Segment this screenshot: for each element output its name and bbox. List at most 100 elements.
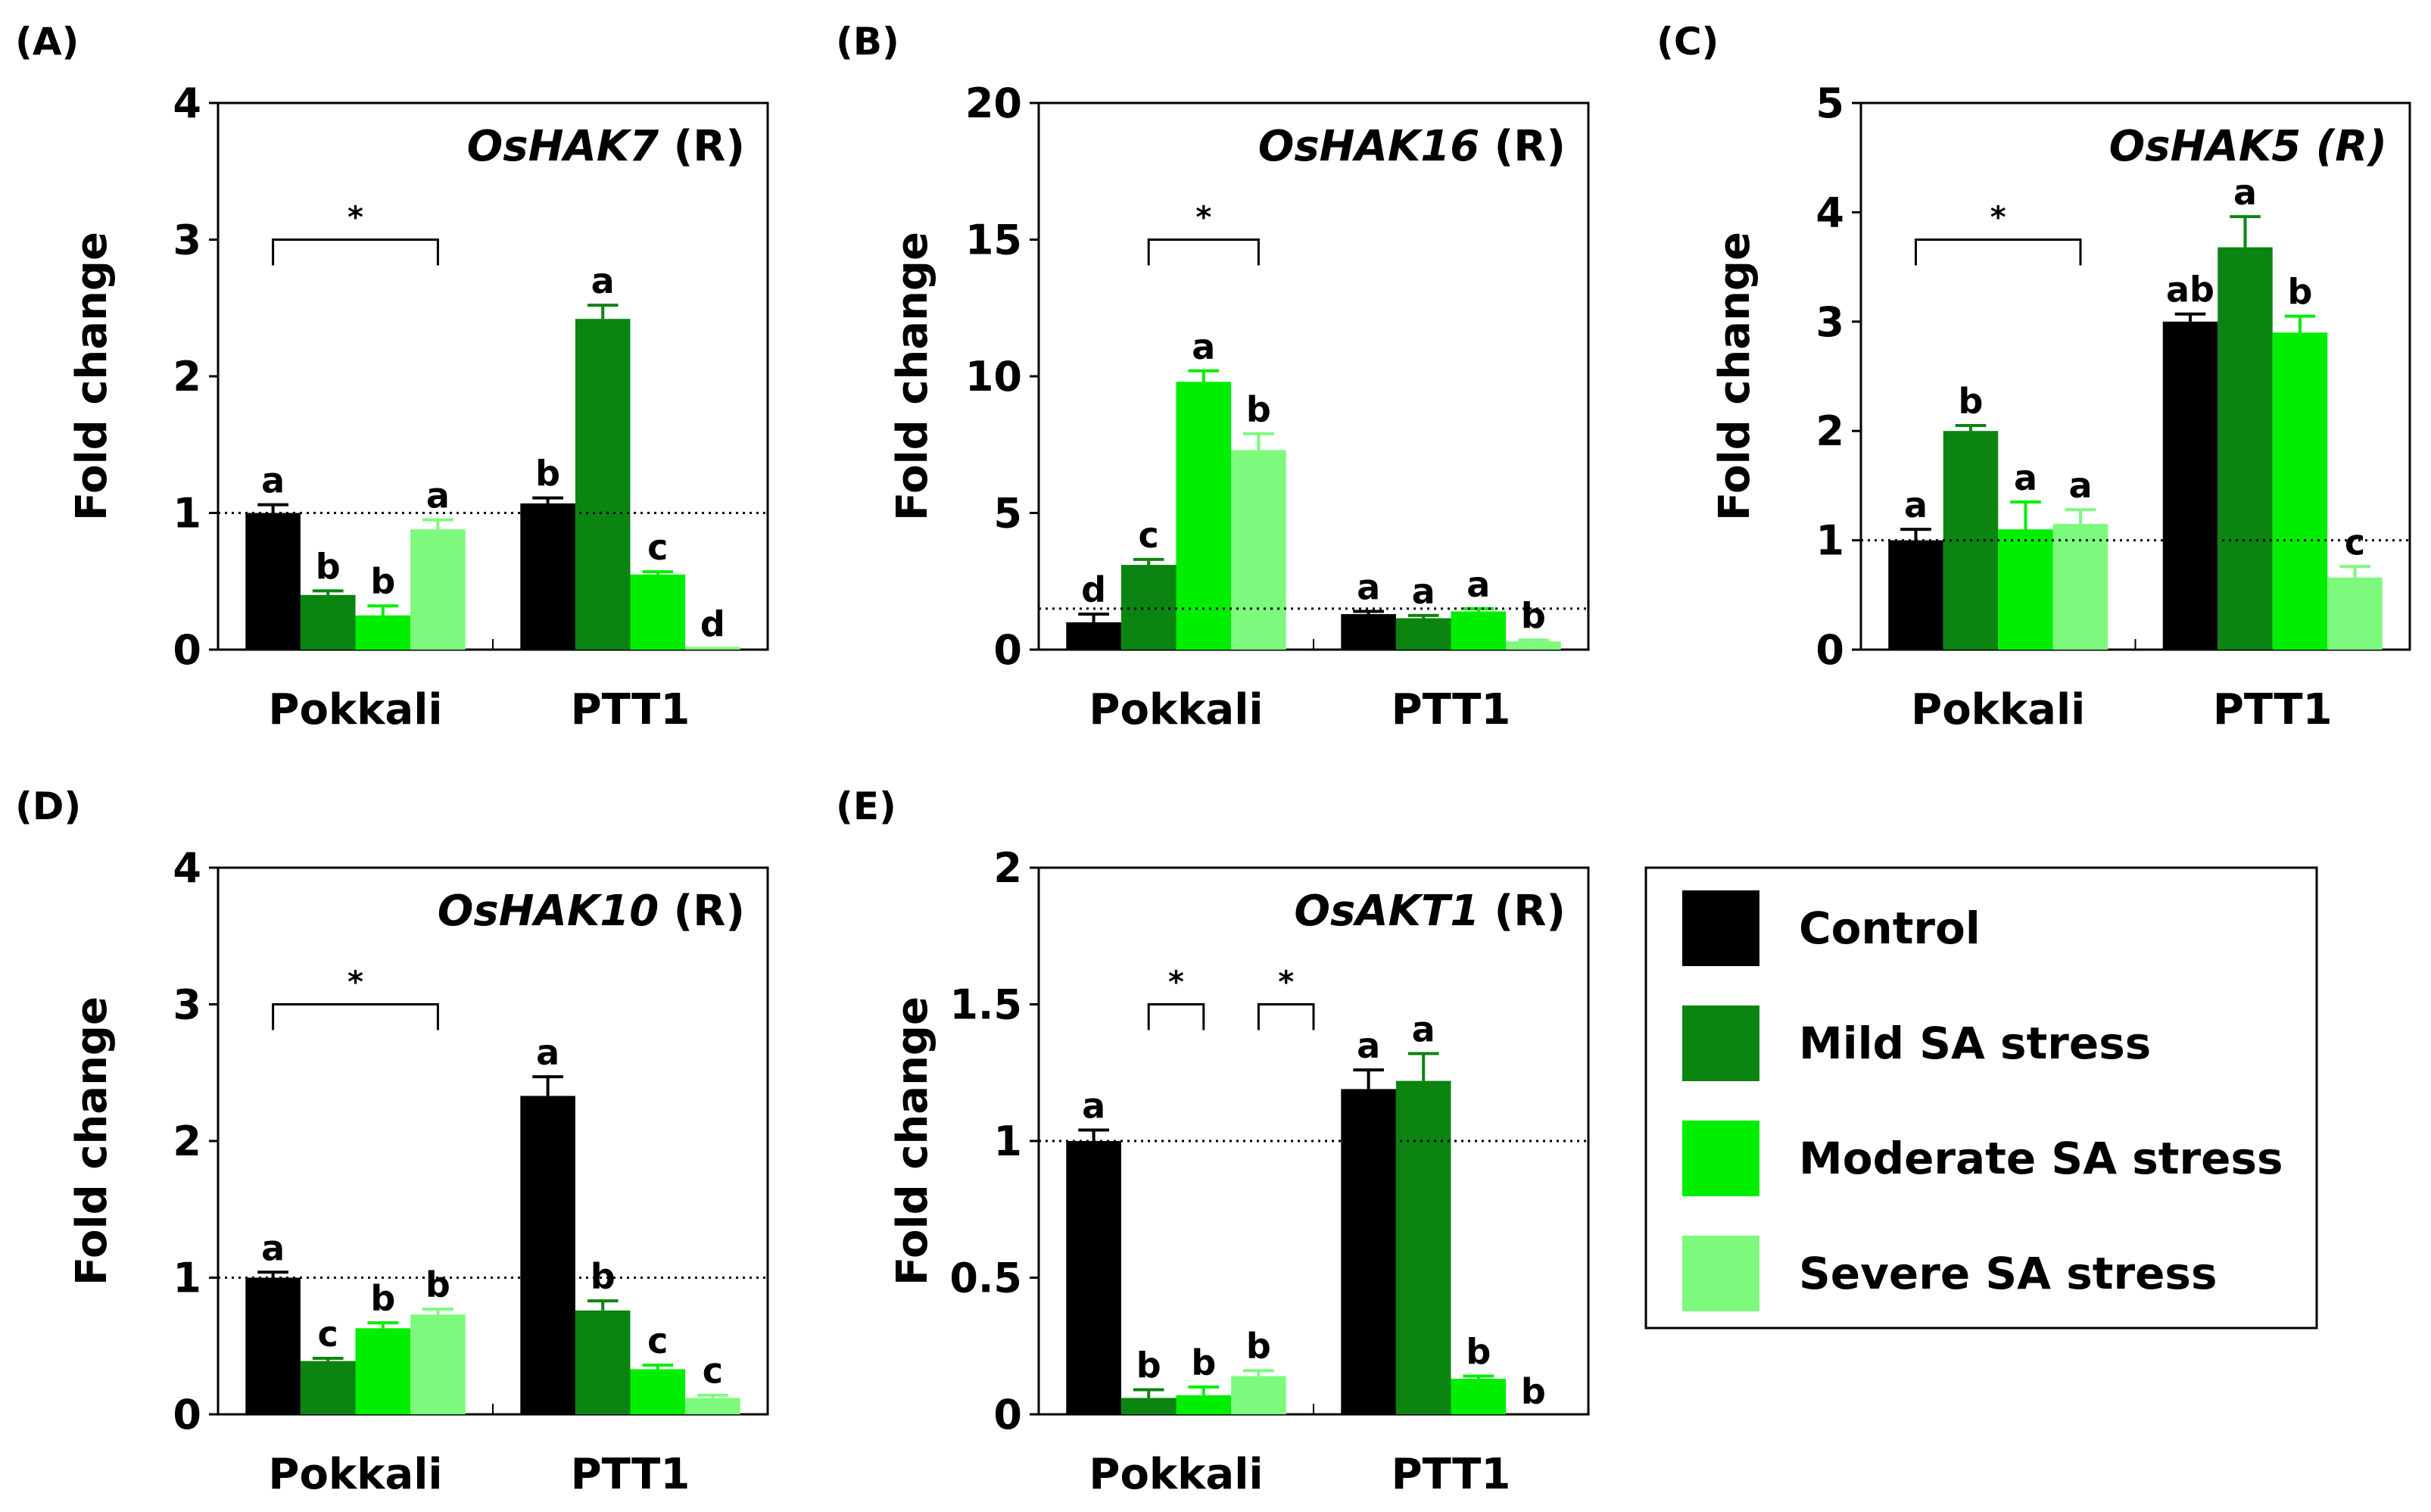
bar bbox=[410, 529, 466, 650]
significance-letter: b bbox=[1136, 1345, 1161, 1386]
significance-letter: d bbox=[1081, 569, 1106, 610]
legend-label: Severe SA stress bbox=[1799, 1248, 2217, 1299]
significance-bracket bbox=[1915, 238, 2082, 266]
y-tick-label: 0 bbox=[993, 626, 1022, 674]
legend-swatch bbox=[1682, 1236, 1759, 1311]
bar bbox=[355, 1328, 411, 1414]
y-tick-label: 1 bbox=[173, 1255, 201, 1302]
legend-label: Control bbox=[1799, 903, 1981, 954]
significance-letter: c bbox=[647, 1320, 668, 1361]
bar bbox=[1176, 382, 1232, 650]
charts-layer: (A) 0 1 2 3 4 Fold change OsHAK7 (R) Pokkali PTT1… bbox=[15, 20, 2411, 1499]
bar bbox=[410, 1314, 466, 1414]
chart-panel-e: (E) 0 0.5 1 1.5 2 Fold change OsAKT1 (R) Pokkali… bbox=[836, 784, 1590, 1499]
y-tick-label: 15 bbox=[965, 217, 1022, 264]
significance-bracket bbox=[1257, 1003, 1315, 1030]
x-category-label: PTT1 bbox=[571, 685, 690, 734]
significance-letter: a bbox=[1904, 485, 1928, 525]
significance-letter: a bbox=[261, 1227, 285, 1268]
significance-bracket bbox=[272, 238, 439, 266]
bar bbox=[1176, 1395, 1232, 1414]
bar bbox=[1341, 1089, 1396, 1414]
y-tick-label: 5 bbox=[1815, 79, 1844, 127]
significance-bracket bbox=[1147, 1003, 1205, 1030]
significance-star: * bbox=[1278, 965, 1294, 1000]
significance-letter: a bbox=[1082, 1086, 1105, 1127]
significance-letter: b bbox=[2288, 272, 2313, 313]
significance-letter: b bbox=[370, 561, 395, 602]
bar bbox=[575, 1310, 631, 1414]
gene-name: OsHAK7 bbox=[467, 122, 659, 171]
y-tick-label: 20 bbox=[965, 79, 1022, 127]
bar bbox=[2327, 577, 2383, 650]
y-tick-label: 1.5 bbox=[949, 981, 1022, 1029]
legend: Control Mild SA stress Moderate SA stress S… bbox=[1644, 866, 2318, 1330]
significance-letter: b bbox=[1246, 389, 1271, 430]
y-tick-label: 3 bbox=[1815, 298, 1844, 346]
gene-name: OsAKT1 bbox=[1294, 887, 1479, 936]
y-tick-label: 5 bbox=[993, 490, 1022, 538]
chart-title: OsAKT1 (R) bbox=[1294, 887, 1566, 936]
bar bbox=[300, 594, 356, 650]
y-tick-label: 4 bbox=[173, 79, 201, 127]
y-tick-label: 1 bbox=[993, 1118, 1022, 1165]
y-axis-label: Fold change bbox=[1710, 232, 1759, 521]
chart-title: OsHAK10 (R) bbox=[438, 887, 745, 936]
bar bbox=[2162, 321, 2218, 650]
significance-letter: c bbox=[647, 527, 668, 568]
chart-panel-c: (C) 0 1 2 3 4 5 Fold change OsHAK5 (R) Pokkali PTT… bbox=[1657, 20, 2411, 734]
significance-letter: a bbox=[426, 475, 450, 516]
significance-letter: b bbox=[1246, 1326, 1271, 1367]
x-category-label: Pokkali bbox=[268, 685, 442, 734]
bar bbox=[300, 1361, 356, 1414]
y-tick-label: 2 bbox=[173, 1118, 201, 1165]
y-tick-label: 10 bbox=[965, 353, 1022, 401]
significance-letter: d bbox=[700, 603, 725, 644]
x-category-label: Pokkali bbox=[1911, 685, 2085, 734]
significance-letter: a bbox=[2233, 172, 2257, 213]
significance-letter: c bbox=[318, 1314, 338, 1355]
significance-letter: a bbox=[1357, 566, 1380, 607]
chart-panel-d: (D) 0 1 2 3 4 Fold change OsHAK10 (R) Pokkali PTT… bbox=[15, 784, 769, 1499]
significance-letter: b bbox=[370, 1278, 395, 1319]
x-category-label: PTT1 bbox=[1392, 685, 1511, 734]
bar bbox=[1451, 1379, 1507, 1414]
y-axis-label: Fold change bbox=[67, 232, 117, 521]
legend-box bbox=[1644, 866, 2318, 1330]
chart-title: OsHAK7 (R) bbox=[467, 122, 745, 171]
y-tick-label: 2 bbox=[993, 844, 1022, 892]
bar bbox=[1395, 1080, 1451, 1414]
significance-letter: a bbox=[536, 1032, 559, 1073]
y-tick-label: 4 bbox=[1815, 189, 1844, 236]
bar bbox=[1341, 614, 1396, 650]
significance-star: * bbox=[348, 965, 363, 1000]
bar bbox=[1998, 529, 2053, 650]
significance-letter: ab bbox=[2166, 270, 2214, 310]
tissue-suffix: (R) bbox=[1479, 887, 1566, 936]
significance-letter: c bbox=[1139, 515, 1159, 556]
significance-letter: b bbox=[535, 454, 560, 494]
significance-letter: a bbox=[1192, 326, 1215, 367]
bar bbox=[520, 1096, 575, 1414]
y-tick-label: 2 bbox=[173, 353, 201, 401]
panel-label: (C) bbox=[1657, 20, 1719, 64]
tissue-suffix: (R) bbox=[1479, 122, 1566, 171]
bar bbox=[245, 513, 301, 650]
significance-letter: a bbox=[261, 460, 285, 501]
bar bbox=[575, 319, 631, 650]
significance-letter: a bbox=[1412, 571, 1435, 612]
y-tick-label: 0 bbox=[993, 1391, 1022, 1439]
y-tick-label: 3 bbox=[173, 217, 201, 264]
panel-label: (D) bbox=[15, 784, 81, 828]
gene-name: OsHAK5 bbox=[2109, 122, 2302, 171]
legend-swatch bbox=[1682, 1005, 1759, 1081]
significance-star: * bbox=[1168, 965, 1184, 1000]
bar bbox=[630, 1369, 686, 1414]
significance-letter: a bbox=[2014, 457, 2037, 498]
bar bbox=[2272, 332, 2328, 650]
chart-panel-a: (A) 0 1 2 3 4 Fold change OsHAK7 (R) Pokkali PTT1… bbox=[15, 20, 769, 734]
bar bbox=[1506, 641, 1561, 650]
panel-label: (E) bbox=[836, 784, 896, 828]
bar bbox=[1888, 540, 1943, 650]
